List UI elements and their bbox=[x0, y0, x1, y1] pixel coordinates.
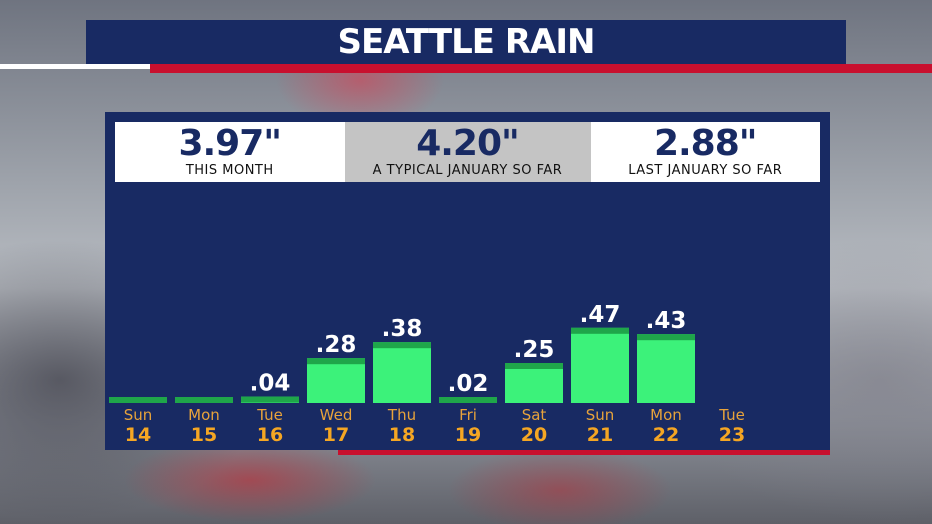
date-label: 15 bbox=[191, 424, 217, 446]
bar bbox=[637, 334, 695, 403]
bar-value-label: .04 bbox=[250, 371, 291, 397]
day-label: Thu bbox=[387, 406, 416, 424]
day-label: Sat bbox=[522, 406, 547, 424]
day-label: Sun bbox=[124, 406, 153, 424]
day-label: Mon bbox=[188, 406, 220, 424]
stats-row: 3.97" THIS MONTH 4.20" A TYPICAL JANUARY… bbox=[115, 122, 820, 182]
date-label: 20 bbox=[521, 424, 547, 446]
rain-bar-chart: Sun14Mon15.04Tue16.28Wed17.38Thu18.02Fri… bbox=[109, 302, 745, 446]
stat-last-january: 2.88" LAST JANUARY SO FAR bbox=[591, 122, 821, 182]
bar-cap bbox=[637, 334, 695, 341]
bar-cap bbox=[307, 358, 365, 365]
bar-value-label: .25 bbox=[514, 337, 555, 363]
bar-value-label: .28 bbox=[316, 332, 357, 358]
bar-cap bbox=[439, 397, 497, 403]
date-label: 22 bbox=[653, 424, 679, 446]
day-label: Wed bbox=[320, 406, 353, 424]
page-title: SEATTLE RAIN bbox=[337, 22, 596, 62]
date-label: 21 bbox=[587, 424, 613, 446]
date-label: 23 bbox=[719, 424, 745, 446]
date-label: 17 bbox=[323, 424, 349, 446]
stat-value: 4.20" bbox=[416, 123, 520, 164]
stat-this-month: 3.97" THIS MONTH bbox=[115, 122, 345, 182]
day-label: Mon bbox=[650, 406, 682, 424]
bar bbox=[373, 342, 431, 403]
bar-cap bbox=[505, 363, 563, 369]
date-label: 19 bbox=[455, 424, 481, 446]
stat-label: THIS MONTH bbox=[185, 163, 274, 178]
stat-value: 2.88" bbox=[653, 123, 758, 164]
bar bbox=[505, 363, 563, 403]
bar-cap bbox=[109, 397, 167, 403]
date-label: 18 bbox=[389, 424, 415, 446]
stat-typical-january: 4.20" A TYPICAL JANUARY SO FAR bbox=[344, 122, 591, 182]
white-accent-line bbox=[0, 64, 150, 69]
red-accent-line bbox=[150, 64, 932, 73]
bar-value-label: .43 bbox=[646, 308, 687, 334]
bar-value-label: .38 bbox=[382, 316, 423, 342]
date-label: 14 bbox=[125, 424, 151, 446]
title-bar: SEATTLE RAIN bbox=[86, 20, 846, 64]
day-label: Tue bbox=[718, 406, 745, 424]
chart-panel: 3.97" THIS MONTH 4.20" A TYPICAL JANUARY… bbox=[105, 112, 830, 450]
bar-cap bbox=[241, 396, 299, 403]
panel-red-underline bbox=[338, 450, 830, 455]
bar-cap bbox=[571, 327, 629, 334]
day-label: Tue bbox=[256, 406, 283, 424]
bar-cap bbox=[373, 342, 431, 349]
day-label: Fri bbox=[459, 406, 477, 424]
bar-cap bbox=[175, 397, 233, 403]
bar-value-label: .47 bbox=[580, 302, 621, 328]
stat-label: LAST JANUARY SO FAR bbox=[628, 163, 783, 178]
day-label: Sun bbox=[586, 406, 615, 424]
bar bbox=[307, 358, 365, 403]
stat-label: A TYPICAL JANUARY SO FAR bbox=[372, 163, 563, 178]
bar bbox=[571, 327, 629, 403]
stat-value: 3.97" bbox=[178, 123, 282, 164]
date-label: 16 bbox=[257, 424, 283, 446]
bar-value-label: .02 bbox=[448, 371, 489, 397]
